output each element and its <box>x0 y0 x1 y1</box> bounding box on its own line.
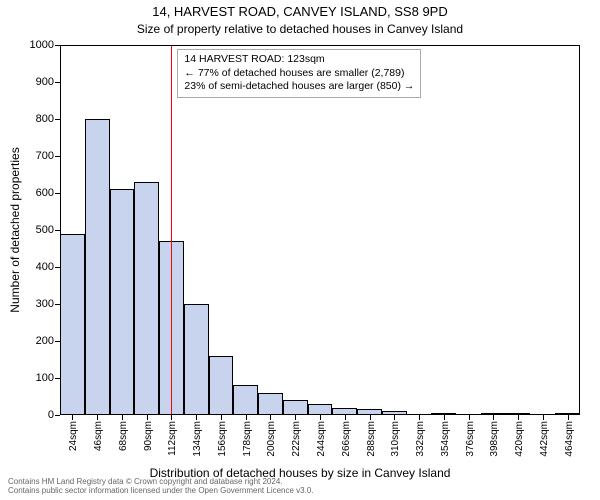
xtick <box>196 415 197 420</box>
ytick-label: 600 <box>14 187 54 199</box>
plot-area: 0100200300400500600700800900100024sqm46s… <box>60 45 580 415</box>
chart-subtitle: Size of property relative to detached ho… <box>0 22 600 36</box>
xtick-label: 310sqm <box>390 421 401 457</box>
xtick <box>171 415 172 420</box>
xtick <box>493 415 494 420</box>
xtick <box>97 415 98 420</box>
footnote-line2: Contains public sector information licen… <box>8 486 314 495</box>
xtick-label: 134sqm <box>192 421 203 457</box>
xtick-label: 178sqm <box>242 421 253 457</box>
ytick-label: 400 <box>14 261 54 273</box>
xtick <box>444 415 445 420</box>
xtick-label: 376sqm <box>465 421 476 457</box>
xtick-label: 222sqm <box>291 421 302 457</box>
xtick-label: 68sqm <box>118 421 129 451</box>
ytick-label: 900 <box>14 76 54 88</box>
xtick <box>221 415 222 420</box>
xtick-label: 90sqm <box>143 421 154 451</box>
xtick <box>370 415 371 420</box>
ytick-label: 700 <box>14 150 54 162</box>
xtick <box>345 415 346 420</box>
xtick-label: 354sqm <box>440 421 451 457</box>
xtick-label: 464sqm <box>564 421 575 457</box>
ytick-label: 100 <box>14 372 54 384</box>
ytick <box>55 415 60 416</box>
xtick <box>72 415 73 420</box>
xtick <box>295 415 296 420</box>
ytick-label: 0 <box>14 409 54 421</box>
footnote: Contains HM Land Registry data © Crown c… <box>8 478 592 496</box>
xtick-label: 156sqm <box>217 421 228 457</box>
plot-border <box>60 45 580 415</box>
xtick-label: 332sqm <box>415 421 426 457</box>
xtick-label: 24sqm <box>68 421 79 451</box>
xtick <box>469 415 470 420</box>
xtick <box>320 415 321 420</box>
xtick-label: 442sqm <box>539 421 550 457</box>
xtick <box>122 415 123 420</box>
chart-container: 14, HARVEST ROAD, CANVEY ISLAND, SS8 9PD… <box>0 0 600 500</box>
chart-title: 14, HARVEST ROAD, CANVEY ISLAND, SS8 9PD <box>0 4 600 19</box>
ytick-label: 200 <box>14 335 54 347</box>
footnote-line1: Contains HM Land Registry data © Crown c… <box>8 477 283 486</box>
ytick-label: 1000 <box>14 39 54 51</box>
xtick <box>543 415 544 420</box>
xtick <box>568 415 569 420</box>
xtick-label: 288sqm <box>366 421 377 457</box>
ytick-label: 800 <box>14 113 54 125</box>
xtick <box>419 415 420 420</box>
ytick-label: 300 <box>14 298 54 310</box>
xtick <box>394 415 395 420</box>
xtick-label: 266sqm <box>341 421 352 457</box>
xtick-label: 46sqm <box>93 421 104 451</box>
xtick-label: 112sqm <box>167 421 178 456</box>
ytick-label: 500 <box>14 224 54 236</box>
xtick <box>147 415 148 420</box>
xtick-label: 398sqm <box>489 421 500 457</box>
xtick <box>270 415 271 420</box>
xtick-label: 244sqm <box>316 421 327 457</box>
xtick-label: 200sqm <box>266 421 277 457</box>
xtick-label: 420sqm <box>514 421 525 457</box>
xtick <box>246 415 247 420</box>
xtick <box>518 415 519 420</box>
